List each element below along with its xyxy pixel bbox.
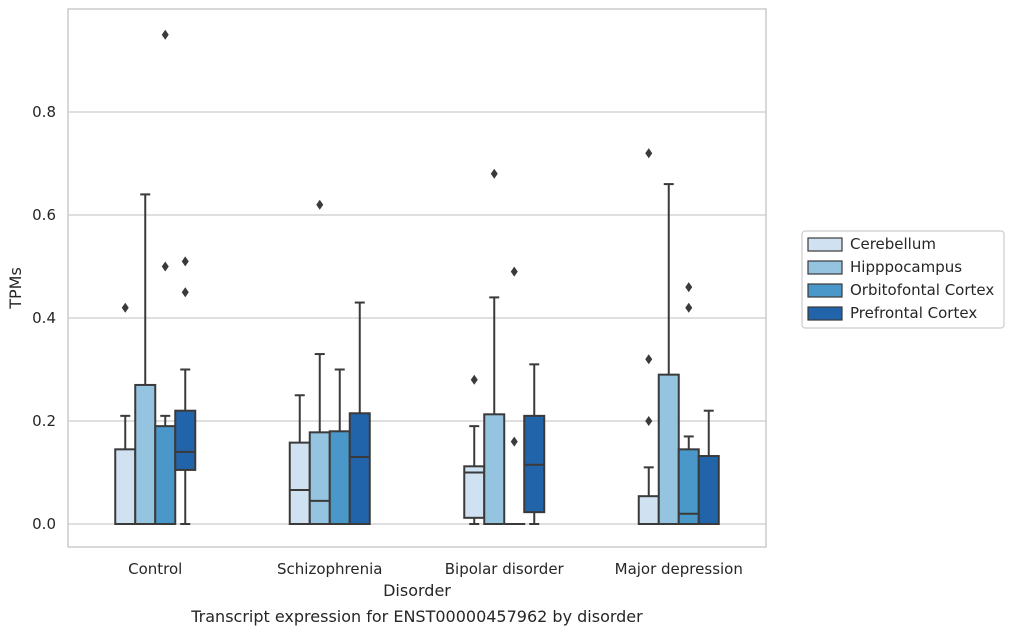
series-hipppocampus: [134, 168, 680, 526]
box-body: [174, 409, 197, 471]
outlier-point: [510, 436, 518, 447]
box-body: [328, 430, 351, 525]
legend-item: Prefrontal Cortex: [807, 304, 977, 322]
legend-swatch: [807, 306, 843, 321]
outlier-point: [645, 354, 653, 365]
outlier-point: [161, 261, 169, 272]
legend-label: Hipppocampus: [850, 258, 962, 276]
box: [348, 301, 371, 525]
box: [637, 148, 660, 526]
outlier-point: [645, 148, 653, 159]
outlier-point: [316, 199, 324, 210]
x-axis-label: Disorder: [383, 581, 451, 600]
outlier-point: [181, 287, 189, 298]
legend-item: Orbitofontal Cortex: [807, 281, 994, 299]
box-body: [308, 431, 331, 525]
outlier-point: [121, 302, 129, 313]
box: [328, 368, 351, 525]
outlier-point: [181, 256, 189, 267]
legend-label: Prefrontal Cortex: [850, 304, 977, 322]
x-axis-tick-labels: Control Schizophrenia Bipolar disorder Majo…: [128, 560, 743, 578]
box-body: [154, 425, 177, 525]
legend: Cerebellum Hipppocampus Orbitofontal Corte…: [801, 230, 1005, 329]
legend-item: Cerebellum: [807, 235, 936, 253]
box-body: [657, 373, 680, 525]
box: [463, 374, 486, 525]
box-body: [463, 465, 486, 519]
box: [697, 409, 720, 525]
x-tick-label: Major depression: [615, 560, 743, 578]
box-body: [348, 412, 371, 525]
y-tick-label: 0.2: [32, 412, 56, 430]
y-axis-tick-labels: 0.0 0.2 0.4 0.6 0.8: [32, 103, 56, 533]
legend-swatch: [807, 283, 843, 298]
box: [114, 302, 137, 526]
series-prefrontal-cortex: [174, 256, 720, 525]
y-tick-label: 0.0: [32, 515, 56, 533]
box: [483, 168, 506, 525]
box: [134, 193, 157, 526]
box: [503, 266, 526, 526]
x-tick-label: Schizophrenia: [277, 560, 382, 578]
legend-label: Cerebellum: [850, 235, 936, 253]
outlier-point: [685, 282, 693, 293]
box: [657, 183, 680, 525]
legend-frame: [801, 230, 1005, 329]
box: [154, 29, 177, 525]
outlier-point: [510, 266, 518, 277]
box-plot-series: [114, 29, 720, 526]
y-tick-label: 0.6: [32, 206, 56, 224]
box-body: [134, 383, 157, 526]
box-body: [483, 413, 506, 525]
box-body: [288, 441, 311, 526]
y-tick-label: 0.4: [32, 309, 56, 327]
legend-label: Orbitofontal Cortex: [850, 281, 994, 299]
outlier-point: [470, 374, 478, 385]
chart-caption: Transcript expression for ENST0000045796…: [190, 607, 643, 626]
box-body: [697, 455, 720, 525]
y-axis-label: TPMs: [6, 267, 25, 310]
plot-frame: [67, 8, 767, 548]
y-tick-label: 0.8: [32, 103, 56, 121]
legend-item: Hipppocampus: [807, 258, 962, 276]
box: [523, 363, 546, 525]
x-tick-label: Control: [128, 560, 182, 578]
box: [288, 394, 311, 526]
outlier-point: [685, 302, 693, 313]
outlier-point: [490, 168, 498, 179]
series-orbitofontal-cortex: [154, 29, 700, 526]
box: [308, 199, 331, 525]
box: [174, 256, 197, 525]
box: [677, 282, 700, 526]
x-tick-label: Bipolar disorder: [445, 560, 565, 578]
box-body: [637, 495, 660, 526]
legend-swatch: [807, 260, 843, 275]
outlier-point: [161, 29, 169, 40]
series-cerebellum: [114, 148, 660, 526]
box-body: [114, 448, 137, 526]
outlier-point: [645, 416, 653, 426]
legend-swatch: [807, 237, 843, 252]
